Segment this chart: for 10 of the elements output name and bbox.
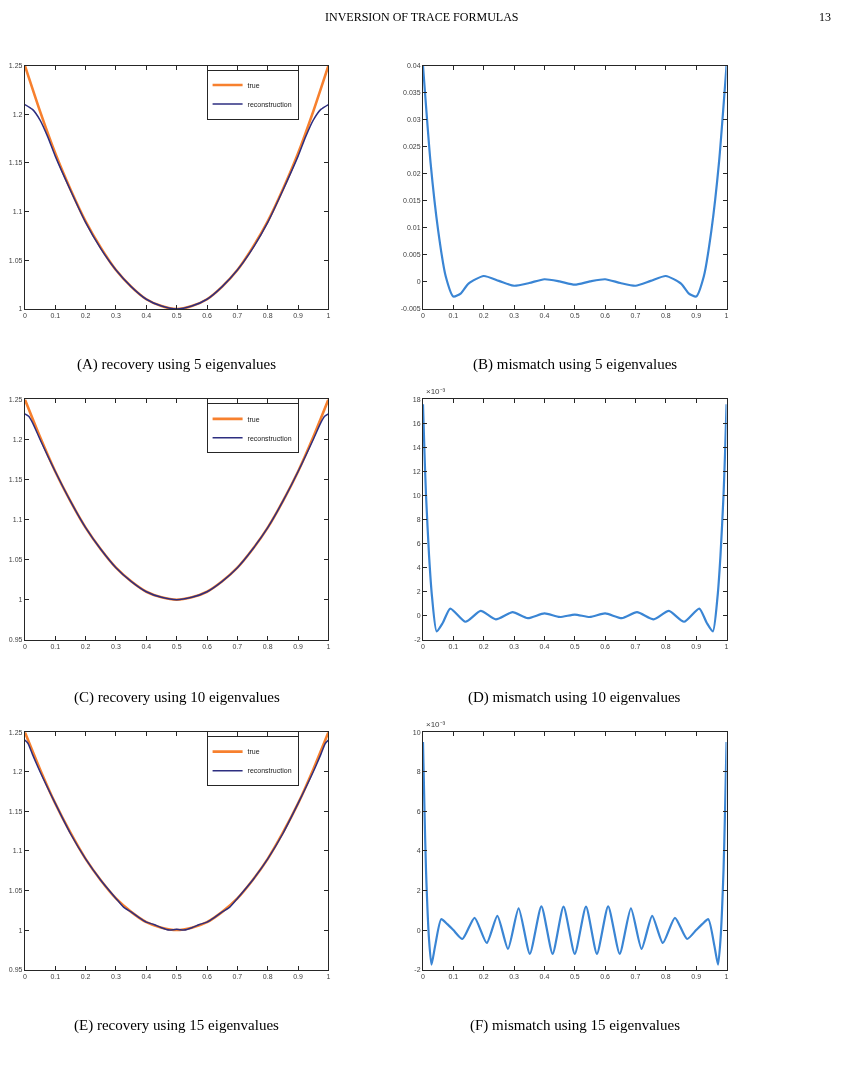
text: (E) recovery using 15 eigenvalues	[74, 1017, 280, 1034]
text: 13	[819, 10, 831, 24]
text: ×10⁻³	[426, 387, 446, 396]
text: (D) mismatch using 10 eigenvalues	[468, 689, 681, 706]
text: (F) mismatch using 15 eigenvalues	[470, 1017, 681, 1034]
text: ×10⁻³	[426, 720, 446, 729]
text: (C) recovery using 10 eigenvalues	[74, 689, 280, 706]
text: (B) mismatch using 5 eigenvalues	[473, 356, 678, 373]
text: INVERSION OF TRACE FORMULAS	[325, 10, 519, 24]
text: (A) recovery using 5 eigenvalues	[77, 356, 277, 373]
